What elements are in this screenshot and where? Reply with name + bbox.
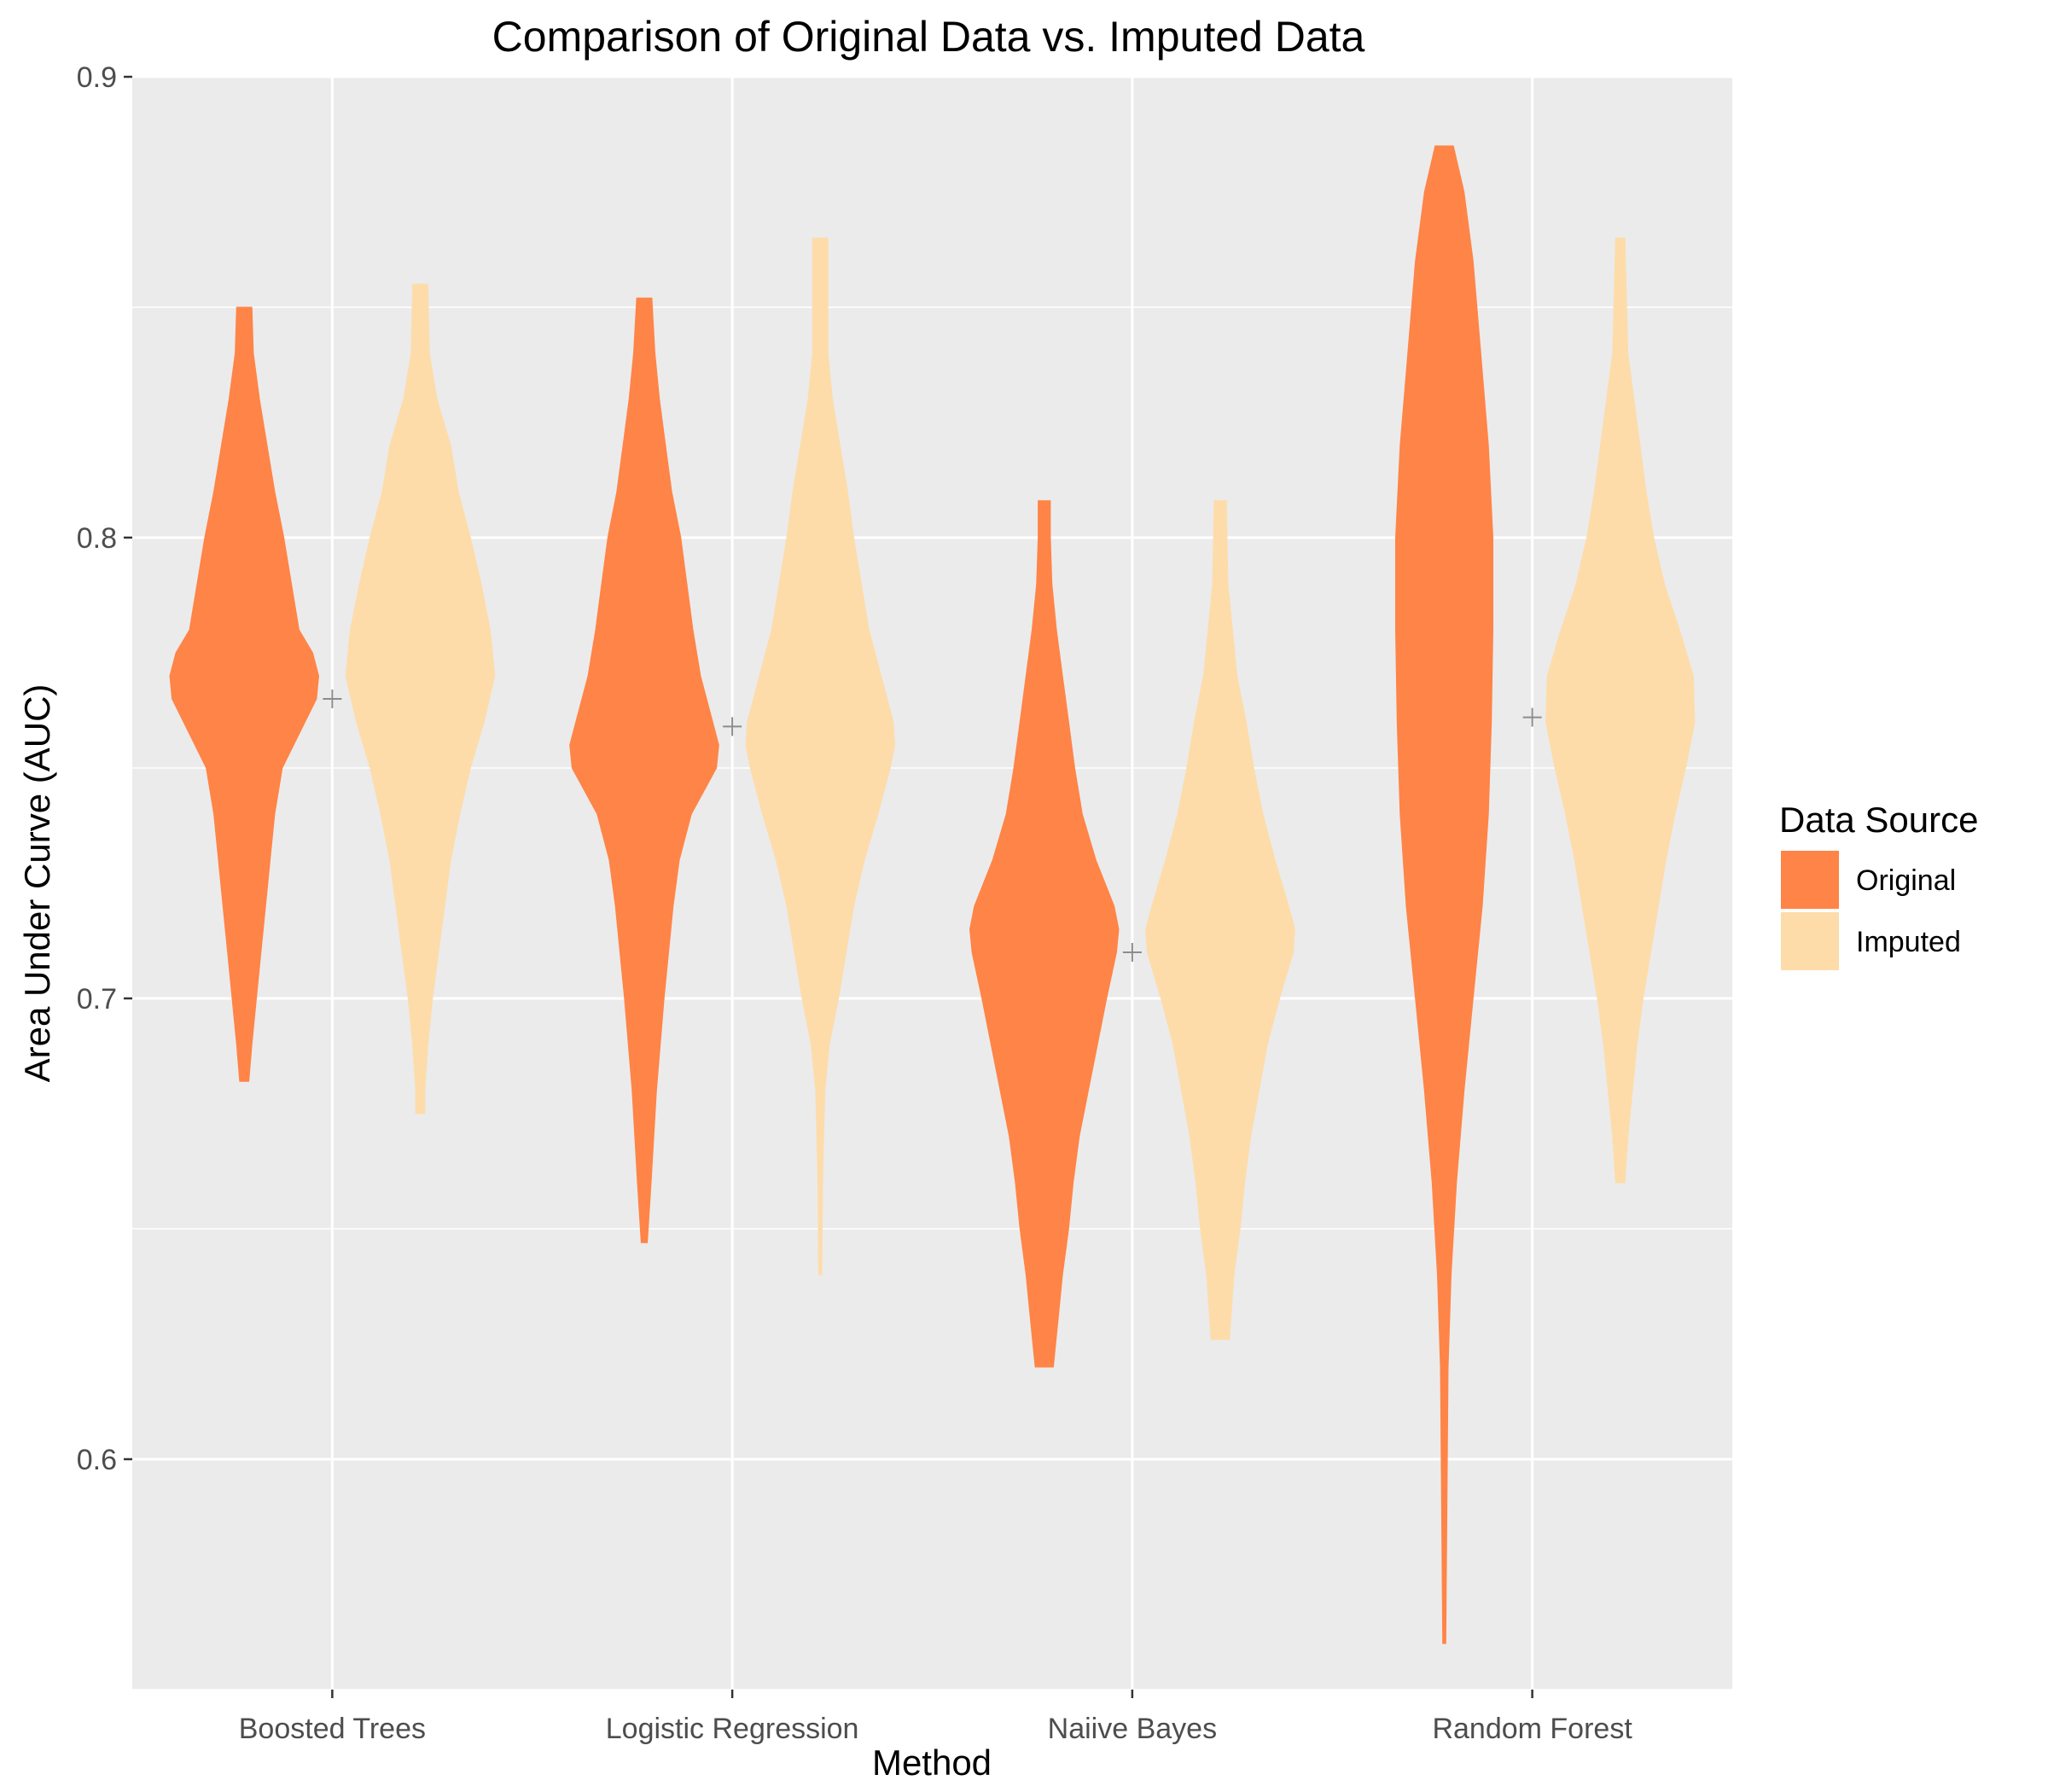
x-tick-label: Random Forest: [1432, 1713, 1632, 1745]
group-marker: [1122, 943, 1142, 962]
legend-title: Data Source: [1779, 800, 1978, 840]
x-tick-label: Naiive Bayes: [1048, 1713, 1217, 1745]
group-marker: [1522, 707, 1542, 727]
violin-imputed-naiive-bayes: [1145, 500, 1295, 1341]
violin-original-random-forest: [1395, 145, 1493, 1644]
x-tick-label: Logistic Regression: [606, 1713, 859, 1745]
violin-original-boosted-trees: [169, 306, 320, 1082]
violin-imputed-logistic-regression: [745, 237, 896, 1276]
y-axis: 0.6 0.7 0.8 0.9: [77, 61, 132, 1476]
group-marker: [323, 689, 342, 708]
plot-panel: [132, 77, 1732, 1690]
violins-layer: [169, 145, 1696, 1644]
legend-swatch-original: [1781, 851, 1839, 909]
y-axis-title: Area Under Curve (AUC): [17, 684, 57, 1083]
legend-swatch-imputed: [1781, 912, 1839, 970]
legend: Data Source Original Imputed: [1779, 800, 1978, 972]
y-tick-label: 0.9: [77, 61, 117, 94]
y-tick-label: 0.7: [77, 983, 117, 1015]
legend-items: Original Imputed: [1779, 849, 1961, 972]
x-axis-title: Method: [872, 1743, 992, 1783]
legend-label-original: Original: [1856, 864, 1956, 897]
violin-imputed-random-forest: [1545, 237, 1696, 1184]
x-tick-label: Boosted Trees: [239, 1713, 426, 1745]
violin-imputed-boosted-trees: [345, 283, 496, 1114]
y-tick-label: 0.8: [77, 522, 117, 555]
chart-title: Comparison of Original Data vs. Imputed …: [492, 13, 1365, 61]
x-axis: Boosted Trees Logistic Regression Naiive B…: [239, 1690, 1632, 1745]
violin-original-naiive-bayes: [969, 500, 1120, 1368]
violin-original-logistic-regression: [569, 297, 719, 1243]
legend-label-imputed: Imputed: [1856, 926, 1961, 958]
y-tick-label: 0.6: [77, 1444, 117, 1476]
group-marker: [723, 717, 742, 736]
group-markers: [323, 689, 1542, 962]
